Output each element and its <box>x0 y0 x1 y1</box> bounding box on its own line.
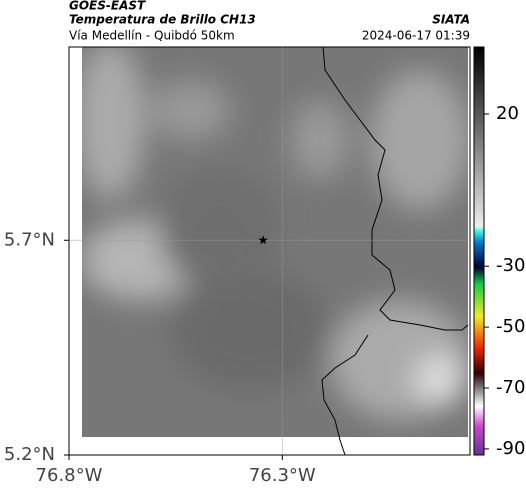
x-tick-label: 76.3°W <box>249 465 316 486</box>
product: Temperatura de Brillo CH13 <box>69 13 256 27</box>
location-marker <box>258 235 268 245</box>
agency: SIATA <box>432 13 470 27</box>
y-tick-label: 5.2°N <box>4 444 55 465</box>
route: Vía Medellín - Quibdó 50km <box>69 29 235 43</box>
colorbar-tick-label: -70 <box>496 377 525 398</box>
satellite-image <box>82 47 468 437</box>
boundary <box>321 46 469 456</box>
x-tick-label: 76.8°W <box>36 465 103 486</box>
colorbar-tick-label: -30 <box>496 255 525 276</box>
y-tick-label: 5.7°N <box>4 229 55 250</box>
timestamp: 2024-06-17 01:39 <box>362 29 470 43</box>
source: GOES-EAST <box>69 0 146 13</box>
colorbar-tick-label: -50 <box>496 316 525 337</box>
map-frame <box>68 46 471 456</box>
colorbar <box>473 46 485 456</box>
colorbar-tick-label: -90 <box>496 438 525 459</box>
colorbar-tick-label: 20 <box>496 103 519 124</box>
